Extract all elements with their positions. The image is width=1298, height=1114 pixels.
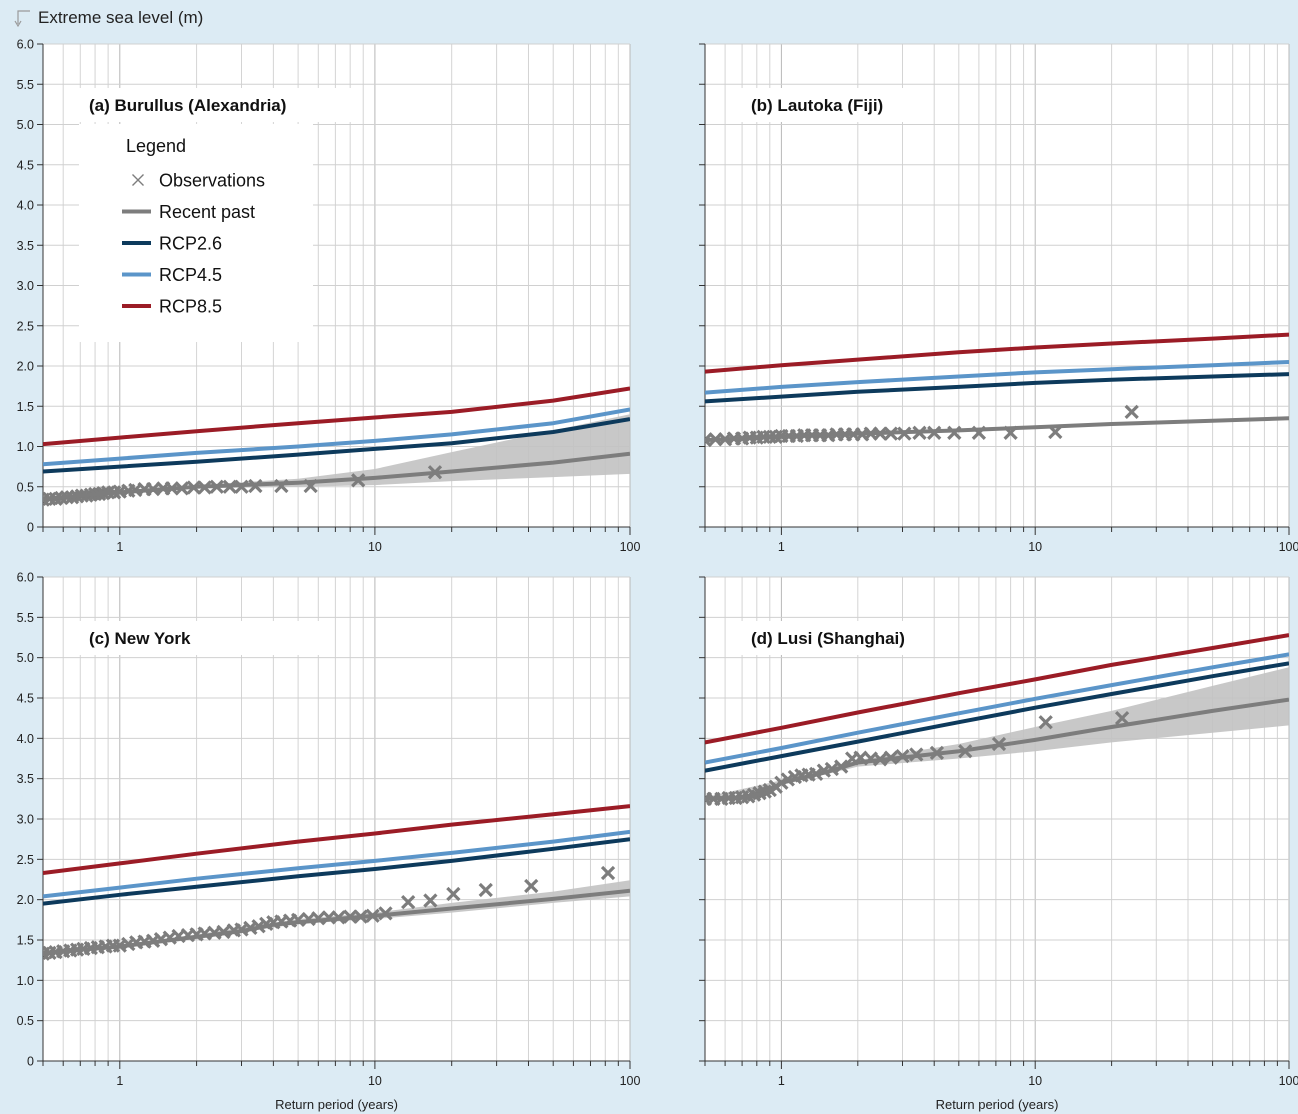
observation-point [446,886,461,902]
series-line-rcp45 [43,829,630,899]
panel-title: (d) Lusi (Shanghai) [751,629,905,648]
y-tick-label: 4.0 [17,199,34,213]
plot-content [705,633,1289,806]
x-tick-label: 100 [1279,540,1298,554]
plot-content [43,386,630,507]
series-line-rcp45 [43,407,630,467]
uncertainty-band [43,414,630,500]
y-tick-label: 3.0 [17,813,34,827]
y-tick-label: 6.0 [17,38,34,52]
legend-label-recent: Recent past [159,202,255,222]
plot-content [705,332,1289,448]
panel-title-box [741,621,931,655]
series-line-recent [705,697,1289,801]
panel-a: 0 0.5 1.0 1.5 2.0 2.5 3.0 3.5 4.0 4.5 5.0 5.5 6.0 1 10… [17,38,641,555]
y-tick-label: 5.0 [17,118,34,132]
y-tick-label: 2.5 [17,319,34,333]
observation-point [600,865,616,881]
plot-content [43,804,630,961]
legend-label-rcp26: RCP2.6 [159,234,222,254]
observation-point [401,894,416,910]
y-tick-label: 0 [27,521,34,535]
panel-title: (a) Burullus (Alexandria) [89,96,286,115]
observation-point [1114,711,1130,726]
y-tick-label: 1.0 [17,974,34,988]
y-tick-label: 0 [27,1055,34,1069]
panel-b: 1 10 100 (b) Lautoka (Fiji) [699,43,1298,554]
legend: Legend Observations Recent past RCP2.6 RCP4.… [79,124,313,342]
series-line-rcp85 [43,386,630,447]
axis-arrow-icon [14,10,30,28]
x-tick-label: 1 [116,1074,123,1088]
x-tick-label: 1 [778,1074,785,1088]
panel-c: 0 0.5 1.0 1.5 2.0 2.5 3.0 3.5 4.0 4.5 5.0 5.5 6.0 1 10… [17,571,641,1113]
x-tick-label: 100 [620,540,641,554]
series-line-rcp26 [43,417,630,474]
y-tick-label: 3.5 [17,239,34,253]
series-line-rcp45 [705,652,1289,765]
y-tick-label: 2.0 [17,893,34,907]
x-tick-label: 100 [620,1074,641,1088]
legend-label-obs: Observations [159,171,265,191]
series-line-recent [43,888,630,955]
series-line-rcp85 [705,332,1289,374]
series-line-rcp26 [43,837,630,906]
series-line-recent [43,451,630,501]
y-tick-label: 5.0 [17,651,34,665]
observation-point [1124,404,1139,420]
x-tick-label: 10 [368,540,382,554]
panel-title-box [79,88,359,122]
x-axis-label: Return period (years) [275,1097,398,1112]
series-line-rcp26 [705,661,1289,773]
y-tick-label: 0.5 [17,480,34,494]
series-line-rcp26 [705,372,1289,404]
y-tick-label: 4.5 [17,158,34,172]
series-line-rcp85 [43,804,630,875]
legend-title: Legend [126,136,186,156]
x-tick-label: 1 [778,540,785,554]
panel-title-box [741,88,931,122]
x-tick-label: 10 [1028,540,1042,554]
observation-point [524,878,539,894]
y-tick-label: 6.0 [17,571,34,585]
y-tick-label: 2.5 [17,853,34,867]
y-tick-label: 1.5 [17,400,34,414]
y-tick-label: 5.5 [17,611,34,625]
observation-point [423,893,438,908]
panel-title-box [79,621,329,655]
y-tick-label: 4.5 [17,692,34,706]
y-tick-label: 0.5 [17,1014,34,1028]
panel-title: (c) New York [89,629,191,648]
observation-point [478,882,493,898]
legend-label-rcp45: RCP4.5 [159,265,222,285]
y-tick-label: 1.0 [17,440,34,454]
x-tick-label: 10 [1028,1074,1042,1088]
y-axis-header: Extreme sea level (m) [12,6,203,30]
y-tick-label: 2.0 [17,360,34,374]
observation-point [1038,715,1053,730]
panel-title: (b) Lautoka (Fiji) [751,96,883,115]
y-tick-label: 1.5 [17,934,34,948]
y-tick-label: 5.5 [17,78,34,92]
x-tick-label: 10 [368,1074,382,1088]
panel-d: 1 10 100 Return period (years) (d) Lusi (Sha… [699,576,1298,1112]
x-axis-label: Return period (years) [936,1097,1059,1112]
legend-marker-observations [132,174,144,186]
uncertainty-band [705,667,1289,801]
x-tick-label: 1 [116,540,123,554]
series-line-recent [705,416,1289,443]
y-tick-label: 3.0 [17,279,34,293]
y-tick-label: 4.0 [17,732,34,746]
legend-box [79,124,313,342]
series-line-rcp85 [705,633,1289,745]
y-axis-label: Extreme sea level (m) [38,8,204,27]
series-line-rcp45 [705,360,1289,395]
legend-label-rcp85: RCP8.5 [159,297,222,317]
x-tick-label: 100 [1279,1074,1298,1088]
y-tick-label: 3.5 [17,772,34,786]
